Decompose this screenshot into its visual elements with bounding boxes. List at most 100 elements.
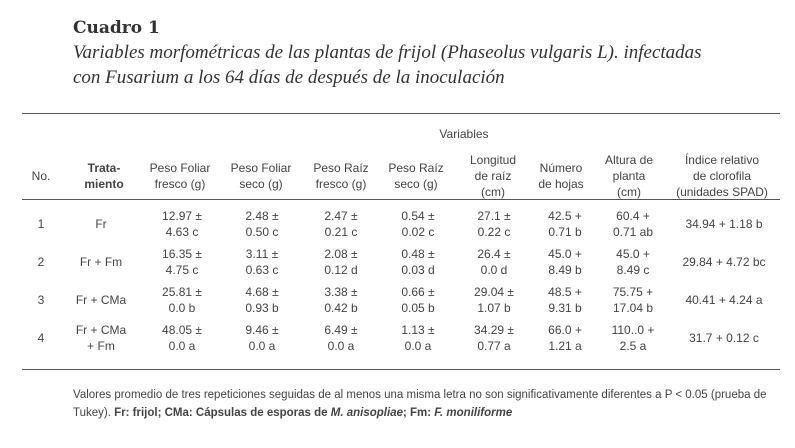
cell-ap: 45.0 + 8.49 c [598, 243, 668, 281]
table-row: 4 Fr + CMa + Fm 48.05 ±0.0 a 9.46 ±0.0 a … [22, 319, 780, 357]
header-no: No. [31, 169, 51, 183]
cell-ap: 110..0 + 2.5 a [598, 319, 668, 357]
table-footnote: Valores promedio de tres repeticiones se… [73, 386, 773, 422]
cell-line: 0.0 b [168, 301, 196, 315]
cell-tratamiento: Fr + CMa + Fm [60, 319, 142, 357]
footnote-sep-1: ; [157, 407, 165, 419]
cell-pfs: 3.11 ± 0.63 c [222, 243, 302, 281]
header-nh-line-2: de hojas [538, 177, 584, 191]
cell-pfs: 9.46 ± 0.0 a [222, 319, 302, 357]
cell-line: + Fm [87, 339, 115, 353]
cell-line: 8.49 c [616, 263, 650, 277]
cell-line: 0.0 a [168, 339, 196, 353]
data-table: 1 Fr 12.97 ± 4.63 c 2.48 ± 0.50 c 2.47 ± 0.… [22, 205, 780, 357]
cell-tratamiento: Fr + CMa [60, 281, 142, 319]
cell-line: 34.29 ± [474, 323, 514, 337]
cell-line: 0.77 a [477, 339, 511, 353]
cell-line: 29.04 ± [474, 285, 514, 299]
cell-no: 1 [37, 217, 45, 231]
footnote-cma: CMa: Cápsulas de esporas de [164, 407, 331, 419]
cell-line: 45.0 + [548, 247, 582, 261]
cell-nh: 42.5 + 0.71 b [532, 205, 598, 243]
cell-line: 9.46 ± [245, 323, 279, 337]
cell-ic: 34.94 + 1.18 b [685, 217, 763, 231]
cell-line: 1.21 a [548, 339, 582, 353]
table-header-rule [22, 199, 780, 200]
cell-line: 1.07 b [477, 301, 511, 315]
caption-part-1: Variables morfométricas de las plantas d… [73, 42, 448, 63]
cell-pfs: 2.48 ± 0.50 c [222, 205, 302, 243]
cell-line: 75.75 + [612, 285, 654, 299]
header-lr-line-1: Longitud [469, 153, 517, 167]
cell-prf: 2.47 ± 0.21 c [302, 205, 380, 243]
header-prf-line-1: Peso Raíz [313, 161, 369, 175]
cell-ap: 60.4 + 0.71 ab [598, 205, 668, 243]
header-longitud-raiz: Longitud de raíz (cm) [455, 152, 531, 200]
cell-line: 0.0 a [404, 339, 432, 353]
cell-tratamiento: Fr [60, 205, 142, 243]
header-peso-raiz-seco: Peso Raíz seco (g) [378, 160, 454, 192]
cell-line: 0.0 a [248, 339, 276, 353]
cell-line: 26.4 ± [477, 247, 511, 261]
cell-line: 0.66 ± [401, 285, 435, 299]
cell-prf: 6.49 ± 0.0 a [302, 319, 380, 357]
header-peso-raiz-fresco: Peso Raíz fresco (g) [303, 160, 379, 192]
footnote-sep-2: ; [402, 407, 411, 419]
cell-line: 25.81 ± [162, 285, 202, 299]
cell-line: 6.49 ± [324, 323, 358, 337]
cell-line: 66.0 + [548, 323, 582, 337]
cell-prs: 1.13 ± 0.0 a [380, 319, 456, 357]
footnote-fm-species: F. moniliforme [434, 407, 513, 419]
cell-line: 4.75 c [165, 263, 199, 277]
footnote-text: Valores promedio de tres repeticiones se… [73, 389, 767, 419]
header-trat-line-1: Trata- [87, 161, 121, 175]
header-prf-line-2: fresco (g) [315, 177, 367, 191]
cell-prf: 2.08 ± 0.12 d [302, 243, 380, 281]
cell-prs: 0.66 ± 0.05 b [380, 281, 456, 319]
cell-pfs: 4.68 ± 0.93 b [222, 281, 302, 319]
caption-part-2: ). infectadas [607, 42, 702, 63]
cell-nh: 48.5 + 9.31 b [532, 281, 598, 319]
header-ap-line-2: planta [612, 169, 646, 183]
header-ap-line-3: (cm) [617, 185, 641, 199]
header-pff-line-2: fresco (g) [154, 177, 206, 191]
cell-line: 0.21 c [324, 225, 358, 239]
cell-line: 0.22 c [477, 225, 511, 239]
table-label: Cuadro 1 [73, 18, 160, 38]
cell-prs: 0.54 ± 0.02 c [380, 205, 456, 243]
cell-line: 27.1 ± [477, 209, 511, 223]
cell-line: 2.08 ± [324, 247, 358, 261]
cell-line: 3.11 ± [245, 247, 279, 261]
cell-line: 1.13 ± [401, 323, 435, 337]
cell-pff: 25.81 ± 0.0 b [142, 281, 222, 319]
cell-line: 0.50 c [245, 225, 279, 239]
cell-line: 12.97 ± [162, 209, 202, 223]
cell-line: 8.49 b [548, 263, 582, 277]
footnote-cma-species: M. anisopliae [330, 407, 403, 419]
cell-line: 0.0 a [327, 339, 355, 353]
cell-line: 48.05 ± [162, 323, 202, 337]
header-prs-line-2: seco (g) [394, 177, 438, 191]
cell-line: 0.0 d [480, 263, 508, 277]
header-peso-foliar-fresco: Peso Foliar fresco (g) [142, 160, 218, 192]
caption-line-2: con Fusarium a los 64 días de después de… [73, 67, 505, 88]
cell-line: 0.48 ± [401, 247, 435, 261]
header-altura-planta: Altura de planta (cm) [594, 152, 664, 200]
cell-tratamiento: Fr + Fm [60, 243, 142, 281]
cell-line: 42.5 + [548, 209, 582, 223]
cell-nh: 45.0 + 8.49 b [532, 243, 598, 281]
cell-no: 3 [37, 293, 45, 307]
table-row: 1 Fr 12.97 ± 4.63 c 2.48 ± 0.50 c 2.47 ± 0.… [22, 205, 780, 243]
cell-line: 60.4 + [616, 209, 650, 223]
cell-prf: 3.38 ± 0.42 b [302, 281, 380, 319]
footnote-fm: Fm: [410, 407, 435, 419]
cell-pff: 48.05 ± 0.0 a [142, 319, 222, 357]
cell-line: 2.47 ± [324, 209, 358, 223]
header-nh-line-1: Número [539, 161, 583, 175]
cell-ap: 75.75 + 17.04 b [598, 281, 668, 319]
cell-line: 17.04 b [612, 301, 654, 315]
table-bottom-rule [22, 369, 780, 370]
cell-line: 3.38 ± [324, 285, 358, 299]
cell-line: 0.12 d [324, 263, 358, 277]
cell-line: 2.5 a [619, 339, 647, 353]
